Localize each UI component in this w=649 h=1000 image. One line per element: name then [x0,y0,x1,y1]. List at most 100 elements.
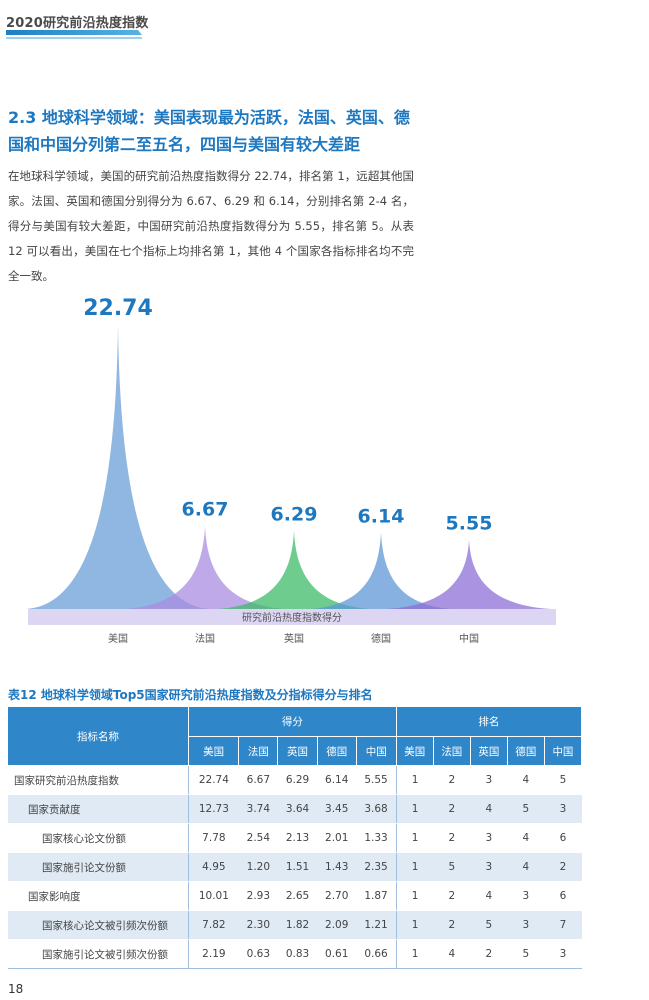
chart-category-label: 法国 [195,632,215,645]
col-header-rank-country: 英国 [470,736,508,766]
chart-peak [387,539,551,609]
score-cell: 7.78 [187,823,239,853]
score-cell: 2.01 [317,823,357,853]
col-header-rank-country: 中国 [544,736,583,766]
rank-cell: 2 [544,852,582,882]
col-header-indicator: 指标名称 [8,707,189,766]
score-cell: 12.73 [187,794,239,824]
col-header-rank-country: 美国 [396,736,434,766]
score-cell: 2.13 [277,823,318,853]
rank-cell: 3 [544,939,582,969]
rank-cell: 4 [507,765,545,795]
score-cell: 0.66 [356,939,397,969]
rank-cell: 5 [507,939,545,969]
rank-cell: 4 [507,823,545,853]
rank-cell: 4 [470,881,508,911]
col-header-score-country: 英国 [277,736,318,766]
score-cell: 2.30 [238,910,278,940]
chart-value-label: 6.29 [271,503,318,525]
rank-cell: 1 [395,823,434,853]
rank-cell: 1 [395,794,434,824]
score-cell: 1.20 [238,852,278,882]
chart-value-label: 6.67 [182,499,229,521]
chart-category-label: 英国 [284,632,304,645]
rank-cell: 3 [470,852,508,882]
chart-baseline-band [28,609,556,625]
rank-cell: 4 [470,794,508,824]
chart-peak [125,525,285,609]
indicator-name: 国家施引论文被引频次份额 [8,939,189,969]
rank-cell: 2 [433,794,471,824]
rank-cell: 5 [507,794,545,824]
rank-cell: 2 [433,881,471,911]
col-group-rank: 排名 [396,707,583,737]
table-row: 国家施引论文被引频次份额 2.19 0.63 0.83 0.61 0.66 1 4 2 5 3 [8,939,582,969]
score-cell: 4.95 [187,852,239,882]
col-header-rank-country: 法国 [433,736,471,766]
col-header-rank-country: 德国 [507,736,545,766]
col-header-score-country: 中国 [356,736,397,766]
chart-peak [26,324,210,609]
rank-cell: 5 [433,852,471,882]
score-cell: 2.35 [356,852,397,882]
header-accent-bar [6,30,142,35]
indicator-name: 国家影响度 [8,881,189,911]
score-cell: 2.09 [317,910,357,940]
score-cell: 6.29 [277,765,318,795]
chart-value-label: 5.55 [446,513,493,535]
rank-cell: 1 [395,881,434,911]
score-cell: 3.45 [317,794,357,824]
header-accent-line [6,37,142,39]
chart-baseline-label: 研究前沿热度指数得分 [242,611,342,624]
score-cell: 2.54 [238,823,278,853]
score-cell: 1.21 [356,910,397,940]
table-caption: 表12 地球科学领域Top5国家研究前沿热度指数及分指标得分与排名 [8,688,373,702]
rank-cell: 2 [433,910,471,940]
score-cell: 3.64 [277,794,318,824]
table-row: 国家研究前沿热度指数 22.74 6.67 6.29 6.14 5.55 1 2 3 4 5 [8,765,582,795]
table-row: 国家核心论文份额 7.78 2.54 2.13 2.01 1.33 1 2 3 4 6 [8,823,582,853]
chart-category-label: 德国 [371,632,391,645]
table-row: 国家贡献度 12.73 3.74 3.64 3.45 3.68 1 2 4 5 3 [8,794,582,824]
rank-cell: 3 [507,881,545,911]
section-title: 2.3 地球科学领域：美国表现最为活跃，法国、英国、德国和中国分列第二至五名，四… [8,108,410,154]
rank-cell: 3 [470,823,508,853]
rank-cell: 5 [470,910,508,940]
score-rank-table: 指标名称 得分 排名 美国 法国 英国 德国 中国 美国 法国 英国 德国 中国 国家研究前沿热度… [8,707,583,969]
score-cell: 1.87 [356,881,397,911]
chart-peak [218,530,370,609]
score-cell: 0.83 [277,939,318,969]
rank-cell: 1 [395,765,434,795]
score-cell: 2.70 [317,881,357,911]
running-header-title: 2020研究前沿热度指数 [6,16,149,31]
score-cell: 0.61 [317,939,357,969]
score-cell: 1.33 [356,823,397,853]
rank-cell: 1 [395,910,434,940]
table-row: 国家影响度 10.01 2.93 2.65 2.70 1.87 1 2 4 3 6 [8,881,582,911]
rank-cell: 4 [433,939,471,969]
score-cell: 5.55 [356,765,397,795]
score-cell: 2.93 [238,881,278,911]
score-cell: 6.67 [238,765,278,795]
rank-cell: 7 [544,910,582,940]
score-cell: 3.68 [356,794,397,824]
chart-category-label: 中国 [459,632,479,645]
rank-cell: 6 [544,881,582,911]
score-cell: 3.74 [238,794,278,824]
table-row: 国家核心论文被引频次份额 7.82 2.30 1.82 2.09 1.21 1 2 5 3 7 [8,910,582,940]
col-group-score: 得分 [188,707,397,737]
rank-cell: 4 [507,852,545,882]
col-header-score-country: 美国 [188,736,240,766]
score-cell: 7.82 [187,910,239,940]
rank-cell: 3 [470,765,508,795]
chart-category-label: 美国 [108,632,128,645]
score-cell: 0.63 [238,939,278,969]
indicator-name: 国家施引论文份额 [8,852,189,882]
chart-value-label: 22.74 [83,296,153,321]
rank-cell: 5 [544,765,582,795]
heat-index-chart: 研究前沿热度指数得分 22.74 美国 6.67 法国 6.29 英国 6.14 德国 5.55 中… [26,296,556,645]
score-cell: 2.19 [187,939,239,969]
rank-cell: 2 [470,939,508,969]
indicator-name: 国家核心论文被引频次份额 [8,910,189,940]
indicator-name: 国家贡献度 [8,794,189,824]
